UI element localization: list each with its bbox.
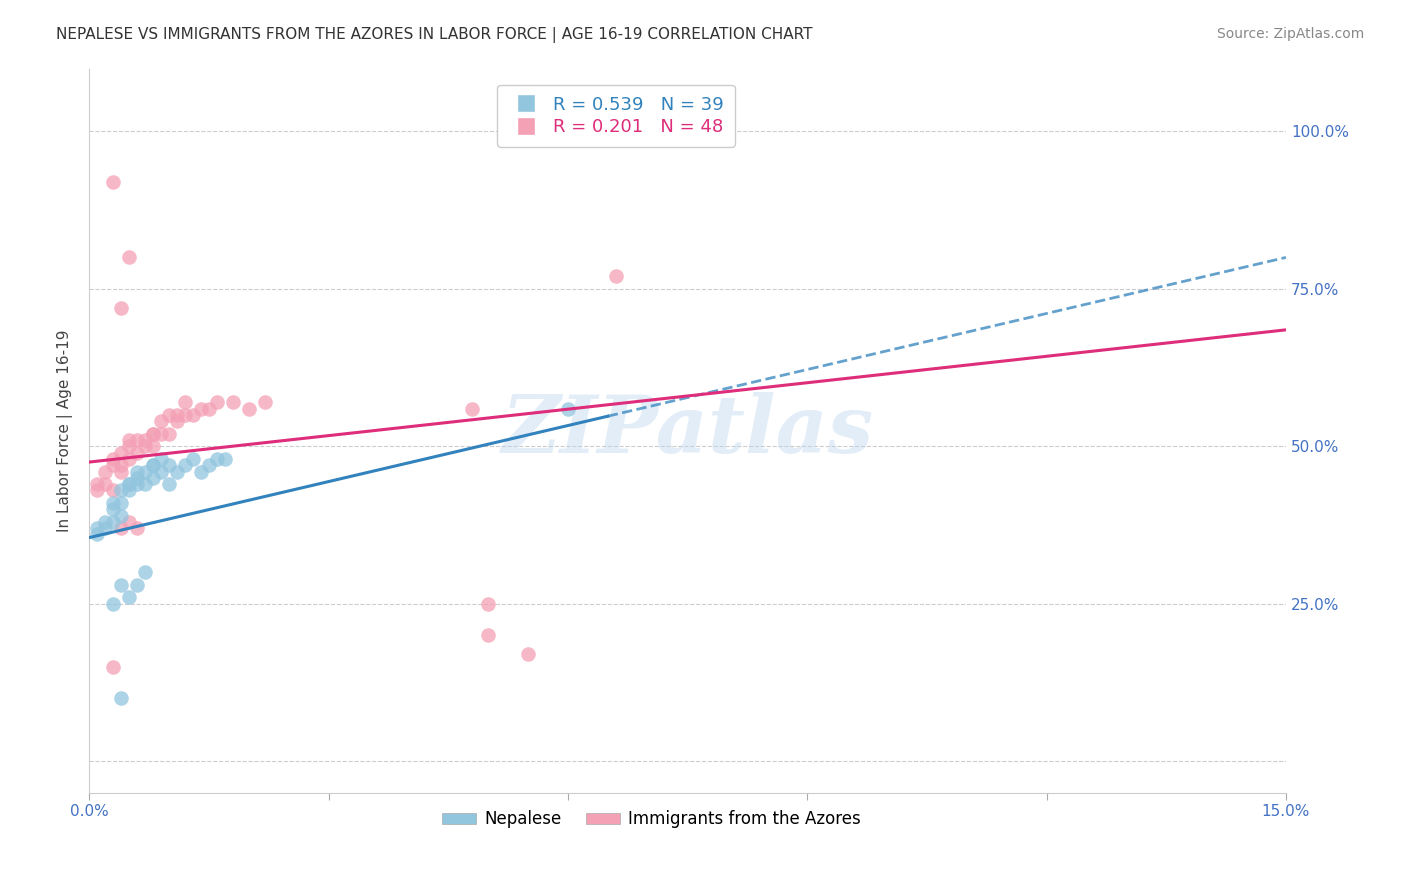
Point (110, 496, 132, 510)
Point (101, 597, 124, 611)
Point (142, 471, 165, 485)
Point (157, 426, 180, 441)
Point (517, 647, 540, 661)
Point (461, 401, 484, 416)
Point (118, 451, 141, 466)
Point (101, 175, 124, 189)
Point (94, 465, 117, 479)
Point (149, 465, 172, 479)
Point (222, 395, 245, 409)
Point (166, 408, 188, 422)
Point (253, 395, 276, 409)
Point (142, 426, 165, 441)
Point (118, 483, 141, 498)
Point (142, 458, 165, 473)
Point (134, 477, 156, 491)
Point (110, 465, 132, 479)
Point (157, 458, 180, 473)
Point (86, 477, 108, 491)
Point (125, 471, 148, 485)
Point (149, 414, 172, 428)
Point (125, 477, 148, 491)
Point (118, 515, 141, 529)
Point (142, 458, 165, 473)
Point (125, 578, 148, 592)
Point (142, 426, 165, 441)
Point (118, 439, 141, 453)
Point (86, 483, 108, 498)
Point (134, 439, 156, 453)
Point (110, 301, 132, 315)
Point (134, 566, 156, 580)
Point (101, 659, 124, 673)
Point (205, 395, 228, 409)
Point (110, 691, 132, 706)
Point (477, 628, 499, 642)
Y-axis label: In Labor Force | Age 16-19: In Labor Force | Age 16-19 (58, 329, 73, 532)
Point (198, 401, 221, 416)
Point (110, 483, 132, 498)
Point (181, 451, 204, 466)
Point (557, 401, 579, 416)
Point (149, 451, 172, 466)
Point (110, 508, 132, 523)
Point (118, 591, 141, 605)
Point (125, 433, 148, 447)
Point (125, 521, 148, 535)
Text: Source: ZipAtlas.com: Source: ZipAtlas.com (1216, 27, 1364, 41)
Point (94, 477, 117, 491)
Point (214, 451, 236, 466)
Point (174, 408, 197, 422)
Point (94, 515, 117, 529)
Point (101, 515, 124, 529)
Point (118, 251, 141, 265)
Point (125, 465, 148, 479)
Point (596, 124, 619, 138)
Point (94, 521, 117, 535)
Point (149, 426, 172, 441)
Point (110, 445, 132, 459)
Point (118, 433, 141, 447)
Point (101, 496, 124, 510)
Point (101, 502, 124, 516)
Point (205, 451, 228, 466)
Text: NEPALESE VS IMMIGRANTS FROM THE AZORES IN LABOR FORCE | AGE 16-19 CORRELATION CH: NEPALESE VS IMMIGRANTS FROM THE AZORES I… (56, 27, 813, 43)
Point (157, 477, 180, 491)
Point (174, 395, 197, 409)
Point (238, 401, 260, 416)
Point (190, 465, 212, 479)
Point (174, 458, 197, 473)
Point (110, 458, 132, 473)
Point (477, 597, 499, 611)
Point (142, 439, 165, 453)
Point (101, 483, 124, 498)
Point (110, 521, 132, 535)
Point (198, 458, 221, 473)
Point (110, 578, 132, 592)
Point (101, 451, 124, 466)
Legend: Nepalese, Immigrants from the Azores: Nepalese, Immigrants from the Azores (436, 804, 868, 835)
Point (181, 408, 204, 422)
Text: ZIPatlas: ZIPatlas (502, 392, 873, 469)
Point (157, 408, 180, 422)
Point (125, 445, 148, 459)
Point (605, 269, 627, 284)
Point (118, 477, 141, 491)
Point (166, 465, 188, 479)
Point (86, 521, 108, 535)
Point (190, 401, 212, 416)
Point (86, 527, 108, 541)
Point (134, 433, 156, 447)
Point (134, 465, 156, 479)
Point (166, 414, 188, 428)
Point (101, 458, 124, 473)
Point (118, 477, 141, 491)
